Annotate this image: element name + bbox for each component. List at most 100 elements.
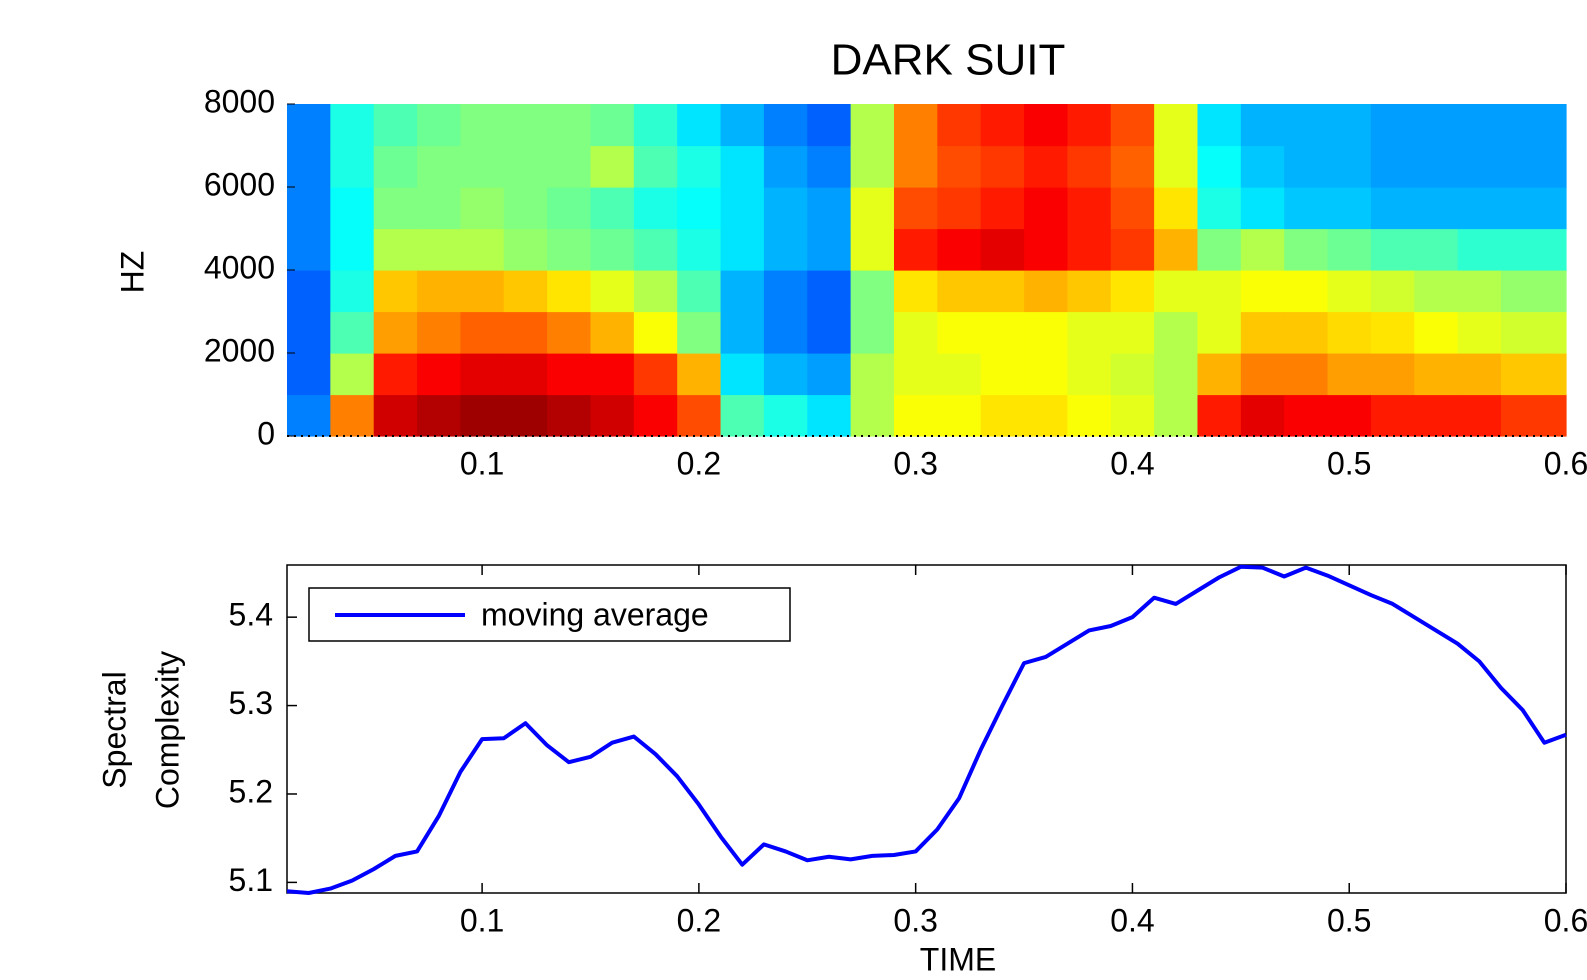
heatmap-cell	[503, 228, 548, 271]
heatmap-cell	[547, 353, 592, 396]
heatmap-cell	[1414, 353, 1459, 396]
heatmap-cell	[373, 311, 418, 354]
heatmap-cell	[1024, 270, 1069, 313]
heatmap-cell	[1327, 104, 1372, 147]
heatmap-cell	[1197, 104, 1242, 147]
heatmap-cell	[677, 353, 722, 396]
heatmap-cell	[330, 270, 375, 313]
x-tick-label: 0.6	[1544, 445, 1587, 481]
heatmap-cell	[1500, 145, 1545, 188]
heatmap-cell	[1370, 187, 1415, 230]
heatmap-cell	[980, 353, 1025, 396]
heatmap-cell	[1067, 104, 1112, 147]
heatmap-cell	[1457, 228, 1502, 271]
heatmap-cell	[1024, 353, 1069, 396]
heatmap-cell	[1154, 145, 1199, 188]
heatmap-cell	[1154, 228, 1199, 271]
heatmap-cell	[1544, 104, 1567, 147]
heatmap-cell	[1370, 394, 1415, 437]
heatmap-cell	[287, 394, 331, 437]
plot-frame	[286, 564, 1567, 894]
x-tick-label: 0.2	[677, 902, 721, 938]
heatmap-cell	[633, 187, 678, 230]
heatmap-cell	[1154, 270, 1199, 313]
x-axis-label: TIME	[920, 941, 996, 977]
heatmap-cell	[1024, 311, 1069, 354]
heatmap-cell	[1024, 228, 1069, 271]
heatmap-cell	[1370, 104, 1415, 147]
heatmap-cell	[373, 145, 418, 188]
heatmap-cell	[1240, 228, 1285, 271]
y-tick-label: 2000	[204, 332, 275, 368]
heatmap-cell	[1024, 145, 1069, 188]
heatmap-cell	[1067, 145, 1112, 188]
heatmap-cell	[1414, 270, 1459, 313]
heatmap-cell	[503, 311, 548, 354]
heatmap-cell	[1240, 311, 1285, 354]
heatmap-cell	[1197, 311, 1242, 354]
heatmap-cell	[417, 394, 462, 437]
heatmap-cell	[677, 270, 722, 313]
heatmap-cell	[1457, 270, 1502, 313]
heatmap-cell	[893, 394, 938, 437]
heatmap-cell	[287, 104, 331, 147]
heatmap-cell	[980, 228, 1025, 271]
heatmap-cell	[417, 104, 462, 147]
x-tick-label: 0.6	[1544, 902, 1587, 938]
x-tick-label: 0.3	[893, 445, 937, 481]
heatmap-cell	[1500, 270, 1545, 313]
heatmap-cell	[850, 353, 895, 396]
heatmap-cell	[460, 270, 505, 313]
x-tick-label: 0.5	[1327, 902, 1371, 938]
heatmap-cell	[1284, 145, 1329, 188]
heatmap-cell	[1414, 187, 1459, 230]
heatmap-cell	[677, 187, 722, 230]
heatmap-cell	[807, 104, 852, 147]
heatmap-cell	[1544, 311, 1567, 354]
heatmap-cell	[547, 270, 592, 313]
heatmap-cell	[720, 311, 765, 354]
heatmap-cell	[1024, 394, 1069, 437]
heatmap-cell	[1240, 394, 1285, 437]
heatmap-cell	[1197, 228, 1242, 271]
x-tick-label: 0.2	[677, 445, 721, 481]
heatmap-cell	[1500, 228, 1545, 271]
heatmap-cell	[503, 353, 548, 396]
heatmap-cell	[1327, 228, 1372, 271]
heatmap-cell	[980, 104, 1025, 147]
heatmap-cell	[373, 104, 418, 147]
heatmap-cell	[373, 228, 418, 271]
heatmap-cell	[763, 353, 808, 396]
heatmap-cell	[1154, 187, 1199, 230]
heatmap-cell	[937, 104, 982, 147]
heatmap-cell	[590, 104, 635, 147]
heatmap-cell	[330, 353, 375, 396]
heatmap-cell	[763, 228, 808, 271]
heatmap-cell	[503, 270, 548, 313]
heatmap-cell	[980, 311, 1025, 354]
heatmap-cell	[720, 353, 765, 396]
heatmap-cell	[1544, 353, 1567, 396]
heatmap-cell	[937, 270, 982, 313]
heatmap-cell	[417, 228, 462, 271]
heatmap-cell	[937, 145, 982, 188]
heatmap-cell	[330, 311, 375, 354]
heatmap-cell	[1370, 228, 1415, 271]
heatmap-cell	[893, 187, 938, 230]
heatmap-cell	[677, 228, 722, 271]
heatmap-cell	[1024, 104, 1069, 147]
heatmap-cell	[1284, 187, 1329, 230]
heatmap-cell	[1240, 145, 1285, 188]
heatmap-cell	[633, 104, 678, 147]
heatmap-cell	[1457, 311, 1502, 354]
heatmap-cell	[590, 228, 635, 271]
heatmap-cell	[330, 187, 375, 230]
heatmap-cell	[460, 228, 505, 271]
heatmap-cell	[937, 187, 982, 230]
heatmap-cell	[1110, 228, 1155, 271]
heatmap-cell	[287, 187, 331, 230]
heatmap-cell	[1414, 228, 1459, 271]
heatmap-cell	[720, 104, 765, 147]
